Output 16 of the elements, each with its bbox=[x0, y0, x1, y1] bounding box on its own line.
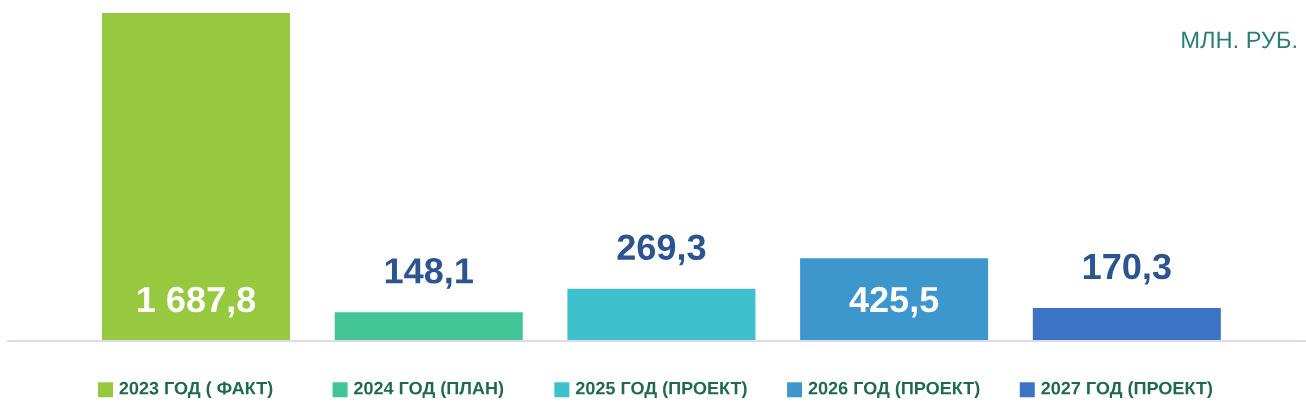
data-label: 425,5 bbox=[849, 286, 939, 318]
bar bbox=[334, 312, 523, 341]
x-tick-label: 2027 ГОД (ПРОЕКТ) bbox=[1041, 381, 1213, 399]
x-tick-label: 2023 ГОД ( ФАКТ) bbox=[119, 381, 273, 399]
bar bbox=[800, 258, 989, 341]
x-tick-label: 2026 ГОД (ПРОЕКТ) bbox=[808, 381, 980, 399]
x-tick-label: 2025 ГОД (ПРОЕКТ) bbox=[575, 381, 747, 399]
data-label: 1 687,8 bbox=[138, 286, 256, 318]
bar bbox=[1032, 307, 1221, 341]
annotation: МЛН. РУБ. bbox=[1182, 31, 1296, 49]
x-tick-label: 2024 ГОД (ПЛАН) bbox=[354, 381, 504, 399]
data-label: 170,3 bbox=[1083, 253, 1171, 285]
data-label: 269,3 bbox=[617, 234, 706, 266]
bar bbox=[102, 13, 291, 341]
data-label: 148,1 bbox=[385, 258, 473, 289]
bar bbox=[567, 288, 756, 341]
